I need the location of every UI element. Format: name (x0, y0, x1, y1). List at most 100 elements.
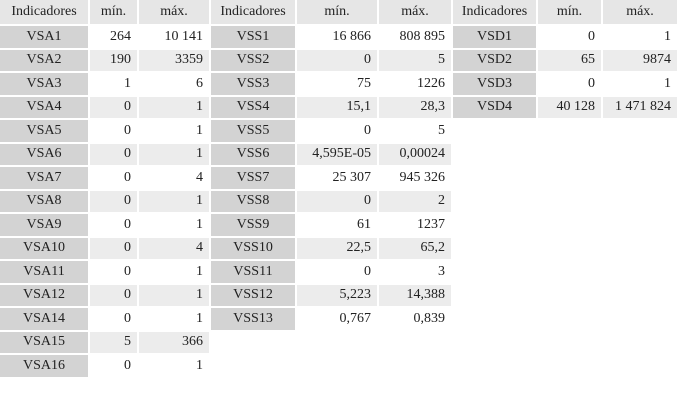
indicator-cell: VSS10 (211, 237, 297, 261)
indicator-cell: VSA5 (0, 120, 90, 144)
value-cell: 75 (297, 73, 379, 97)
value-cell: 6 (139, 73, 211, 97)
header-cell: máx. (139, 0, 211, 26)
indicator-cell: VSS6 (211, 143, 297, 167)
value-cell: 9874 (603, 49, 679, 73)
value-cell: 808 895 (379, 26, 453, 50)
value-cell: 0,839 (379, 308, 453, 332)
indicator-cell: VSS7 (211, 167, 297, 191)
value-cell: 25 307 (297, 167, 379, 191)
value-cell: 0 (90, 355, 139, 379)
value-cell: 5,223 (297, 284, 379, 308)
value-cell: 0 (90, 214, 139, 238)
header-cell: Indicadores (453, 0, 538, 26)
indicator-cell: VSA1 (0, 26, 90, 50)
indicator-cell: VSA16 (0, 355, 90, 379)
value-cell: 65 (538, 49, 603, 73)
header-cell: mín. (538, 0, 603, 26)
value-cell: 40 128 (538, 96, 603, 120)
value-cell: 0 (90, 308, 139, 332)
indicator-cell: VSS13 (211, 308, 297, 332)
value-cell: 0 (90, 96, 139, 120)
value-cell: 4 (139, 237, 211, 261)
header-cell: máx. (603, 0, 679, 26)
indicator-cell: VSA8 (0, 190, 90, 214)
indicator-cell: VSD3 (453, 73, 538, 97)
value-cell: 61 (297, 214, 379, 238)
value-cell: 2 (379, 190, 453, 214)
value-cell: 15,1 (297, 96, 379, 120)
value-cell: 1 (139, 261, 211, 285)
value-cell: 1 (139, 214, 211, 238)
indicator-cell: VSA11 (0, 261, 90, 285)
value-cell: 0 (90, 120, 139, 144)
indicator-cell: VSA4 (0, 96, 90, 120)
value-cell: 0,00024 (379, 143, 453, 167)
value-cell: 1 (139, 143, 211, 167)
indicator-cell: VSS12 (211, 284, 297, 308)
indicator-cell: VSD2 (453, 49, 538, 73)
header-cell: Indicadores (211, 0, 297, 26)
value-cell: 0 (90, 261, 139, 285)
value-cell: 1237 (379, 214, 453, 238)
value-cell: 0 (538, 26, 603, 50)
indicator-cell: VSS8 (211, 190, 297, 214)
value-cell: 1 (139, 96, 211, 120)
value-cell: 1 (139, 308, 211, 332)
indicator-cell: VSA10 (0, 237, 90, 261)
value-cell: 0 (297, 49, 379, 73)
value-cell: 190 (90, 49, 139, 73)
indicator-cell: VSA2 (0, 49, 90, 73)
indicator-cell: VSD4 (453, 96, 538, 120)
value-cell: 264 (90, 26, 139, 50)
value-cell: 0 (297, 261, 379, 285)
value-cell: 0 (297, 120, 379, 144)
indicator-cell: VSS5 (211, 120, 297, 144)
value-cell: 28,3 (379, 96, 453, 120)
value-cell: 0 (90, 190, 139, 214)
value-cell: 1 (139, 355, 211, 379)
value-cell: 1 (603, 26, 679, 50)
indicator-cell: VSS1 (211, 26, 297, 50)
value-cell: 1 (139, 190, 211, 214)
value-cell: 3 (379, 261, 453, 285)
header-cell: mín. (297, 0, 379, 26)
indicator-cell: VSS9 (211, 214, 297, 238)
header-cell: máx. (379, 0, 453, 26)
value-cell: 3359 (139, 49, 211, 73)
value-cell: 0,767 (297, 308, 379, 332)
value-cell: 0 (90, 143, 139, 167)
value-cell: 0 (90, 167, 139, 191)
indicator-cell: VSA6 (0, 143, 90, 167)
value-cell: 5 (379, 120, 453, 144)
value-cell: 14,388 (379, 284, 453, 308)
value-cell: 366 (139, 331, 211, 355)
value-cell: 1 (90, 73, 139, 97)
value-cell: 0 (297, 190, 379, 214)
value-cell: 1 (139, 284, 211, 308)
value-cell: 5 (90, 331, 139, 355)
value-cell: 945 326 (379, 167, 453, 191)
value-cell: 65,2 (379, 237, 453, 261)
value-cell: 1226 (379, 73, 453, 97)
value-cell: 5 (379, 49, 453, 73)
indicator-cell: VSA9 (0, 214, 90, 238)
indicator-cell: VSS2 (211, 49, 297, 73)
value-cell: 22,5 (297, 237, 379, 261)
indicator-cell: VSA3 (0, 73, 90, 97)
value-cell: 0 (90, 284, 139, 308)
value-cell: 4,595E-05 (297, 143, 379, 167)
indicator-cell: VSD1 (453, 26, 538, 50)
indicator-cell: VSA14 (0, 308, 90, 332)
indicator-cell: VSS11 (211, 261, 297, 285)
value-cell: 0 (538, 73, 603, 97)
value-cell: 1 (139, 120, 211, 144)
indicator-cell: VSA15 (0, 331, 90, 355)
indicator-cell: VSA7 (0, 167, 90, 191)
value-cell: 10 141 (139, 26, 211, 50)
value-cell: 1 471 824 (603, 96, 679, 120)
indicator-cell: VSS3 (211, 73, 297, 97)
value-cell: 1 (603, 73, 679, 97)
value-cell: 16 866 (297, 26, 379, 50)
